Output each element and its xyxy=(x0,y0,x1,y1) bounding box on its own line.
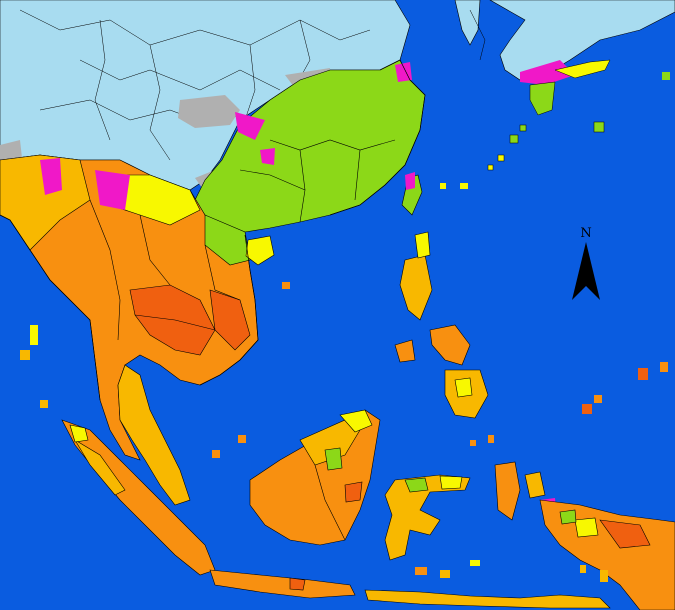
borneo xyxy=(249,409,381,546)
small-islands xyxy=(20,72,670,582)
new-guinea xyxy=(539,499,675,610)
malay-peninsula xyxy=(117,364,191,506)
hainan xyxy=(245,235,275,266)
moluccas xyxy=(494,461,546,521)
sumatra xyxy=(61,419,216,576)
out-of-region-borders xyxy=(19,9,486,161)
philippines xyxy=(394,231,489,419)
java-lesser-sunda xyxy=(209,569,611,609)
japan-ryukyu xyxy=(487,59,611,171)
north-arrow-icon xyxy=(572,242,600,300)
sulawesi xyxy=(384,474,471,561)
coastline-accents xyxy=(0,59,426,401)
north-arrow-label: N xyxy=(580,226,592,241)
